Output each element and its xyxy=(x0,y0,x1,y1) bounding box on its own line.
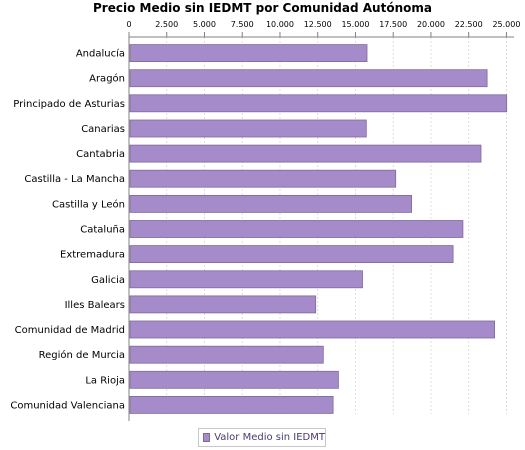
bar xyxy=(129,245,454,264)
legend-label: Valor Medio sin IEDMT xyxy=(214,432,325,443)
bar xyxy=(129,270,363,289)
bar xyxy=(129,320,496,339)
bar xyxy=(129,295,317,314)
x-tick-label: 5.000 xyxy=(193,20,216,29)
category-label: Aragón xyxy=(89,73,125,85)
bar xyxy=(129,69,488,88)
x-tick-label: 15.000 xyxy=(341,20,369,29)
x-tick-label: 0 xyxy=(126,20,131,29)
x-tick-label: 20.000 xyxy=(417,20,445,29)
bar xyxy=(129,119,367,138)
bar xyxy=(129,370,339,389)
x-tick-label: 25.000 xyxy=(492,20,520,29)
x-tick-label: 7.500 xyxy=(231,20,254,29)
chart-title: Precio Medio sin IEDMT por Comunidad Aut… xyxy=(93,1,432,15)
legend-swatch xyxy=(203,433,211,442)
bar xyxy=(129,169,397,188)
axis-layer: 0 2.500 5.000 7.500 10.000 12.500 15.000 17.500… xyxy=(126,20,520,421)
category-label: Extremadura xyxy=(60,250,125,261)
bar xyxy=(129,194,413,213)
category-label: Illes Balears xyxy=(65,300,125,311)
category-label: Comunidad Valenciana xyxy=(10,400,125,411)
category-label: Canarias xyxy=(81,124,125,135)
bar xyxy=(129,345,324,364)
bar xyxy=(129,144,482,163)
bar xyxy=(129,395,334,414)
category-label: Región de Murcia xyxy=(39,349,125,361)
bar xyxy=(129,44,368,62)
bar xyxy=(129,220,464,238)
category-label: Castilla y León xyxy=(52,198,125,210)
x-tick-label: 10.000 xyxy=(266,20,294,29)
category-label: Cataluña xyxy=(80,225,125,236)
label-layer: Andalucía Aragón Principado de Asturias Can… xyxy=(10,48,125,412)
x-tick-label: 12.500 xyxy=(304,20,332,29)
category-label: Principado de Asturias xyxy=(13,99,125,110)
category-label: Castilla - La Mancha xyxy=(24,174,125,185)
bar-layer xyxy=(129,44,508,414)
category-label: Galicia xyxy=(91,275,125,286)
legend: Valor Medio sin IEDMT xyxy=(198,428,326,447)
bar xyxy=(129,94,508,113)
x-tick-label: 2.500 xyxy=(155,20,178,29)
category-label: Cantabria xyxy=(76,149,125,160)
x-tick-label: 17.500 xyxy=(379,20,407,29)
category-label: La Rioja xyxy=(85,375,125,386)
category-label: Comunidad de Madrid xyxy=(15,325,125,336)
x-tick-label: 22.500 xyxy=(455,20,483,29)
category-label: Andalucía xyxy=(76,48,125,60)
